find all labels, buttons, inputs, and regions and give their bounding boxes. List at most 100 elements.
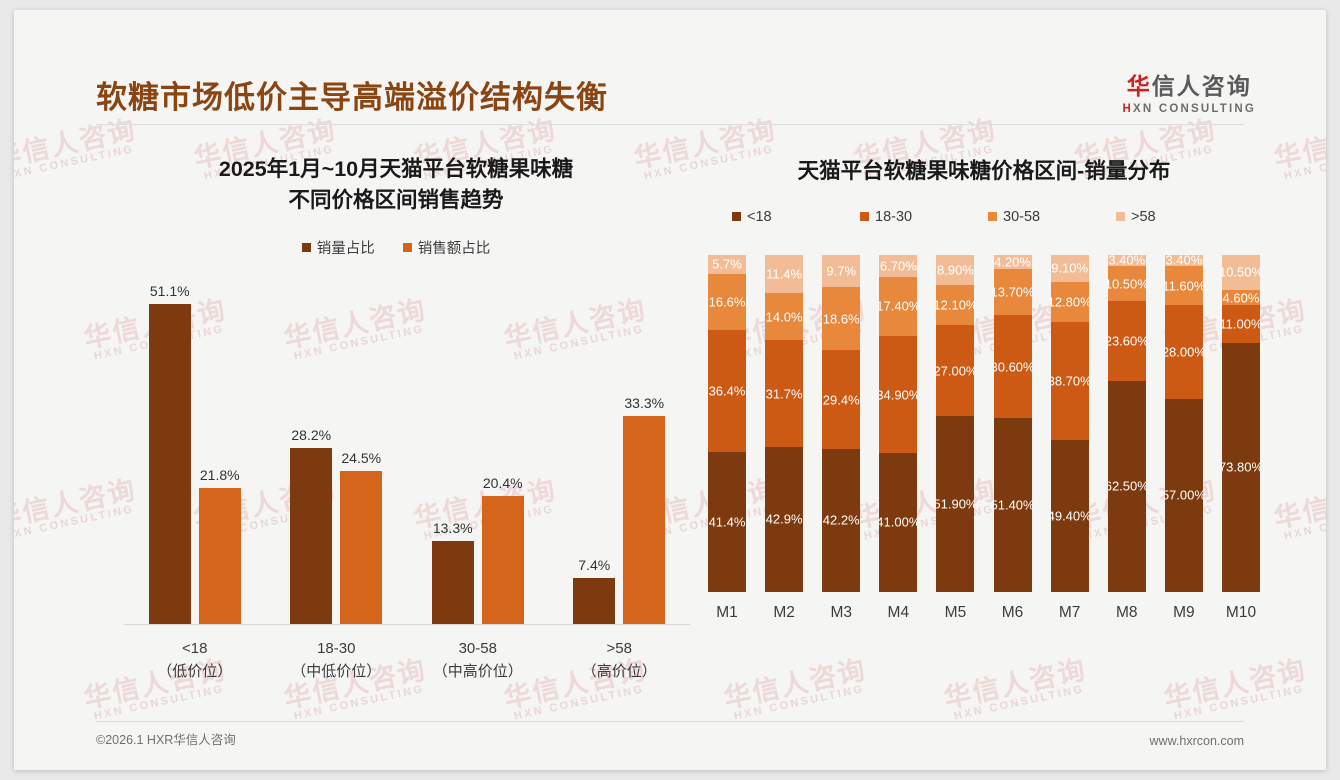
bar-销量占比-30-58[interactable]: 13.3% (431, 280, 474, 625)
bar-销量占比->58[interactable]: 7.4% (573, 280, 616, 625)
stack-segment-30-58-M5: 12.10% (936, 284, 975, 326)
x-axis-label-M1: M1 (716, 603, 738, 621)
stack-segment-label: 9.7% (826, 263, 857, 279)
x-axis-label-sub: （中高价位） (432, 663, 523, 681)
bar-销售额占比-<18[interactable]: 21.8% (198, 280, 241, 625)
stack-segment-label: 11.60% (1164, 278, 1203, 294)
legend-item->58[interactable]: >58 (1112, 209, 1240, 225)
chart-panel-left: 2025年1月~10月天猫平台软糖果味糖 不同价格区间销售趋势 销量占比 销售额占… (96, 146, 696, 706)
legend-swatch-icon (988, 212, 997, 222)
x-axis-label-M5: M5 (944, 603, 967, 621)
stack-segment-label: 42.9% (765, 511, 803, 527)
stack-segment-label: 9.10% (1051, 260, 1089, 276)
stack-segment-label: 3.40% (1108, 254, 1146, 266)
x-axis-label-<18: <18 （低价位） (141, 637, 249, 684)
stacked-bar-M8[interactable]: 3.40% 10.50% 23.60% 62.50% (1107, 254, 1146, 592)
stack-segment-label: 49.40% (1050, 508, 1089, 524)
left-chart-title-line2: 不同价格区间销售趋势 (288, 187, 504, 212)
stack-segment-<18-M3: 42.2% (822, 449, 861, 592)
header-divider (96, 124, 1244, 125)
bar-value-label: 33.3% (624, 394, 665, 411)
stack-segment-label: 17.40% (879, 298, 917, 314)
stack-segment-30-58-M8: 10.50% (1107, 265, 1146, 302)
stack-segment-<18-M5: 51.90% (936, 416, 975, 592)
bar-group-18-30: 28.2% 24.5% (290, 280, 383, 625)
stack-segment-label: 23.60% (1107, 333, 1146, 349)
x-axis-label-M4: M4 (887, 603, 910, 621)
left-chart-axis-line (124, 624, 690, 626)
bar-销量占比-<18[interactable]: 51.1% (148, 280, 191, 625)
stack-segment-<18-M10: 73.80% (1221, 342, 1260, 592)
left-chart-plot: 51.1% 21.8% 28.2% 24.5% 13.3% 20.4% 7.4% 33.3% … (96, 280, 696, 680)
bar-销量占比-18-30[interactable]: 28.2% (290, 280, 333, 625)
legend-label: 销售额占比 (417, 241, 491, 258)
logo-english-rest: XN CONSULTING (1133, 103, 1256, 115)
stack-segment-label: 51.90% (936, 496, 974, 512)
stacked-bar-M2[interactable]: 11.4% 14.0% 31.7% 42.9% (765, 254, 804, 592)
bar-销售额占比->58[interactable]: 33.3% (623, 280, 666, 625)
stack-segment-label: 6.70% (879, 258, 917, 274)
stack-segment-<18-M9: 57.00% (1164, 399, 1203, 592)
stacked-bar-M9[interactable]: 3.40% 11.60% 28.00% 57.00% (1164, 254, 1203, 592)
logo-chinese: 华信人咨询 (1123, 67, 1256, 101)
stack-segment-<18-M8: 62.50% (1107, 380, 1146, 592)
stack-segment->58-M8: 3.40% (1107, 254, 1146, 266)
stack-segment->58-M9: 3.40% (1164, 254, 1203, 266)
stack-segment-label: 8.90% (937, 262, 974, 278)
stacked-bar-M10[interactable]: 10.50% 4.60% 11.00% 73.80% (1221, 254, 1260, 592)
x-axis-label-M3: M3 (830, 603, 852, 621)
legend-item-销量占比[interactable]: 销量占比 (301, 237, 375, 258)
left-chart-legend: 销量占比 销售额占比 (96, 237, 696, 258)
stack-segment-18-30-M8: 23.60% (1107, 301, 1146, 381)
stack-segment-label: 5.7% (712, 256, 742, 272)
stack-segment-30-58-M10: 4.60% (1221, 289, 1260, 306)
chart-panel-right: 天猫平台软糖果味糖价格区间-销量分布 <18 18-30 30-58 >58 5.7%… (704, 146, 1264, 706)
stacked-bar-M1[interactable]: 5.7% 16.6% 36.4% 41.4% (708, 254, 746, 592)
x-axis-label-M9: M9 (1173, 603, 1195, 621)
left-chart-bar-groups: 51.1% 21.8% 28.2% 24.5% 13.3% 20.4% 7.4% 33.3% (124, 280, 690, 625)
bar-销售额占比-18-30[interactable]: 24.5% (340, 280, 383, 625)
logo-chinese-first-char: 华 (1126, 73, 1152, 99)
stacked-bar-M6[interactable]: 4.20% 13.70% 30.60% 51.40% (993, 254, 1032, 592)
bar-rect (290, 447, 333, 625)
stack-segment-label: 10.50% (1107, 276, 1146, 292)
stacked-bar-M4[interactable]: 6.70% 17.40% 34.90% 41.00% (879, 254, 918, 592)
bar-rect (198, 487, 241, 625)
legend-item-<18[interactable]: <18 (728, 209, 856, 225)
logo-english: HXN CONSULTING (1123, 103, 1256, 115)
stack-segment-30-58-M7: 12.80% (1050, 282, 1089, 322)
stack-segment-label: 12.10% (936, 297, 974, 313)
legend-item-销售额占比[interactable]: 销售额占比 (402, 237, 491, 258)
legend-item-18-30[interactable]: 18-30 (856, 209, 984, 225)
stack-segment-label: 34.90% (879, 387, 917, 403)
bar-rect (573, 577, 616, 625)
bar-value-label: 51.1% (149, 283, 190, 300)
bar-rect (340, 470, 383, 625)
right-chart-plot: 5.7% 16.6% 36.4% 41.4% 11.4% 14.0% 31.7% 42.9% 9… (704, 254, 1264, 621)
stack-segment-18-30-M1: 36.4% (708, 329, 746, 453)
x-axis-label-M10: M10 (1225, 603, 1257, 621)
stack-segment-label: 12.80% (1050, 294, 1089, 310)
right-chart-stacks: 5.7% 16.6% 36.4% 41.4% 11.4% 14.0% 31.7% 42.9% 9… (708, 254, 1260, 592)
bar-rect (148, 304, 191, 625)
stack-segment-18-30-M9: 28.00% (1164, 305, 1203, 400)
legend-label: 18-30 (875, 208, 913, 225)
x-axis-label-30-58: 30-58 （中高价位） (424, 637, 532, 684)
stack-segment-<18-M4: 41.00% (879, 453, 918, 592)
stack-segment-label: 27.00% (936, 363, 974, 379)
x-axis-label-main: >58 (606, 640, 632, 658)
stack-segment->58-M6: 4.20% (993, 254, 1032, 269)
stack-segment-18-30-M3: 29.4% (822, 350, 861, 450)
bar-销售额占比-30-58[interactable]: 20.4% (481, 280, 524, 625)
logo-chinese-rest: 信人咨询 (1151, 73, 1252, 99)
legend-label: >58 (1131, 208, 1156, 225)
stacked-bar-M5[interactable]: 8.90% 12.10% 27.00% 51.90% (936, 254, 975, 592)
stack-segment-label: 10.50% (1221, 264, 1260, 280)
legend-item-30-58[interactable]: 30-58 (984, 209, 1112, 225)
stacked-bar-M3[interactable]: 9.7% 18.6% 29.4% 42.2% (822, 254, 861, 592)
legend-swatch-icon (301, 243, 311, 253)
legend-label: 30-58 (1003, 208, 1041, 225)
stack-segment-label: 11.4% (766, 266, 803, 282)
stacked-bar-M7[interactable]: 9.10% 12.80% 38.70% 49.40% (1050, 254, 1089, 592)
stack-segment-label: 3.40% (1165, 254, 1203, 266)
